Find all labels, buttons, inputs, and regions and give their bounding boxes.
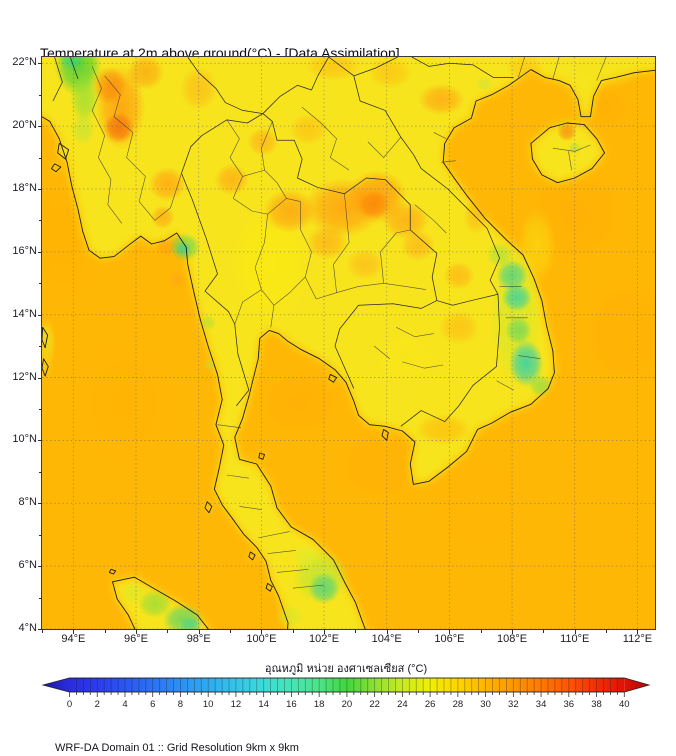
colorbar-tick-36: 36 <box>563 699 575 710</box>
colorbar-tick-2: 2 <box>94 699 100 710</box>
colorbar-tick-0: 0 <box>66 699 73 710</box>
lon-minor-tick <box>230 630 232 633</box>
footer-line1: WRF-DA Domain 01 :: Grid Resolution 9km … <box>55 742 299 754</box>
lat-tick-label: 22°N <box>12 56 37 69</box>
colorbar-tick-26: 26 <box>424 699 436 710</box>
lon-tick-mark <box>136 630 138 634</box>
lon-minor-tick <box>543 630 545 633</box>
colorbar-tick-22: 22 <box>369 699 380 710</box>
lon-minor-tick <box>167 630 169 633</box>
lon-minor-tick <box>418 630 420 633</box>
lon-tick-mark <box>261 630 263 634</box>
colorbar-tick-10: 10 <box>202 699 214 710</box>
lat-minor-tick <box>39 220 42 222</box>
colorbar-tick-6: 6 <box>150 699 156 710</box>
colorbar-tick-16: 16 <box>286 699 297 710</box>
lon-tick-label: 112°E <box>622 633 653 645</box>
colorbar-tick-40: 40 <box>619 699 630 710</box>
lat-tick-mark <box>38 251 42 253</box>
colorbar-tick-8: 8 <box>177 699 184 710</box>
lat-minor-tick <box>39 346 42 348</box>
colorbar-canvas <box>30 672 660 698</box>
colorbar-tick-18: 18 <box>313 699 325 710</box>
lat-minor-tick <box>39 534 42 536</box>
lon-tick-mark <box>73 630 75 634</box>
lat-tick-label: 18°N <box>12 182 37 194</box>
colorbar-tick-32: 32 <box>508 699 519 710</box>
lat-tick-label: 20°N <box>12 119 37 132</box>
lat-tick-label: 8°N <box>18 496 37 509</box>
lon-tick-mark <box>574 630 576 634</box>
lat-tick-label: 12°N <box>12 370 37 383</box>
lon-tick-label: 106°E <box>434 633 465 645</box>
lat-tick-label: 4°N <box>18 622 37 634</box>
lon-tick-label: 104°E <box>371 633 402 645</box>
colorbar-tick-12: 12 <box>230 699 242 710</box>
lon-tick-mark <box>512 630 514 634</box>
lat-tick-mark <box>38 440 42 442</box>
lat-tick-label: 16°N <box>12 244 37 257</box>
lon-tick-label: 100°E <box>246 633 277 645</box>
lon-tick-mark <box>198 630 200 634</box>
colorbar-tick-34: 34 <box>535 699 547 710</box>
lon-tick-mark <box>449 630 451 634</box>
lon-tick-label: 94°E <box>61 633 86 645</box>
lat-tick-mark <box>38 377 42 379</box>
lon-tick-label: 102°E <box>309 633 340 645</box>
lat-minor-tick <box>39 409 42 410</box>
lat-tick-mark <box>38 63 42 65</box>
lon-minor-tick <box>292 630 294 633</box>
temperature-map-canvas <box>42 57 655 629</box>
footer: WRF-DA Domain 01 :: Grid Resolution 9km … <box>55 711 413 756</box>
colorbar-tick-38: 38 <box>591 699 602 710</box>
lat-minor-tick <box>39 94 42 96</box>
lat-tick-label: 14°N <box>12 307 37 320</box>
lon-minor-tick <box>355 630 357 633</box>
lat-tick-mark <box>38 126 42 128</box>
colorbar-tick-24: 24 <box>397 699 408 710</box>
colorbar-tick-28: 28 <box>452 699 464 710</box>
lon-tick-mark <box>324 630 326 634</box>
lon-tick-mark <box>637 630 639 634</box>
colorbar-tick-30: 30 <box>480 699 491 710</box>
lon-tick-label: 98°E <box>186 633 211 645</box>
colorbar-tick-20: 20 <box>341 699 353 710</box>
lon-minor-tick <box>42 630 43 633</box>
lon-tick-mark <box>386 630 388 634</box>
lon-tick-label: 108°E <box>497 633 528 645</box>
lon-minor-tick <box>480 630 482 633</box>
lat-tick-mark <box>38 503 42 505</box>
lat-tick-label: 10°N <box>12 433 37 446</box>
colorbar-tick-14: 14 <box>258 699 269 710</box>
lat-tick-mark <box>38 566 42 568</box>
map-frame <box>41 56 656 630</box>
lon-minor-tick <box>606 630 608 633</box>
lat-tick-mark <box>38 629 42 630</box>
lat-tick-label: 6°N <box>18 559 37 572</box>
lat-tick-mark <box>38 189 42 190</box>
lat-tick-mark <box>38 314 42 316</box>
lon-minor-tick <box>104 630 106 633</box>
lon-tick-label: 96°E <box>124 633 148 645</box>
lat-minor-tick <box>39 597 42 599</box>
lon-tick-label: 110°E <box>560 633 590 645</box>
lat-minor-tick <box>39 283 42 285</box>
lat-minor-tick <box>39 471 42 473</box>
colorbar-tick-4: 4 <box>122 699 128 710</box>
lat-minor-tick <box>39 157 42 159</box>
